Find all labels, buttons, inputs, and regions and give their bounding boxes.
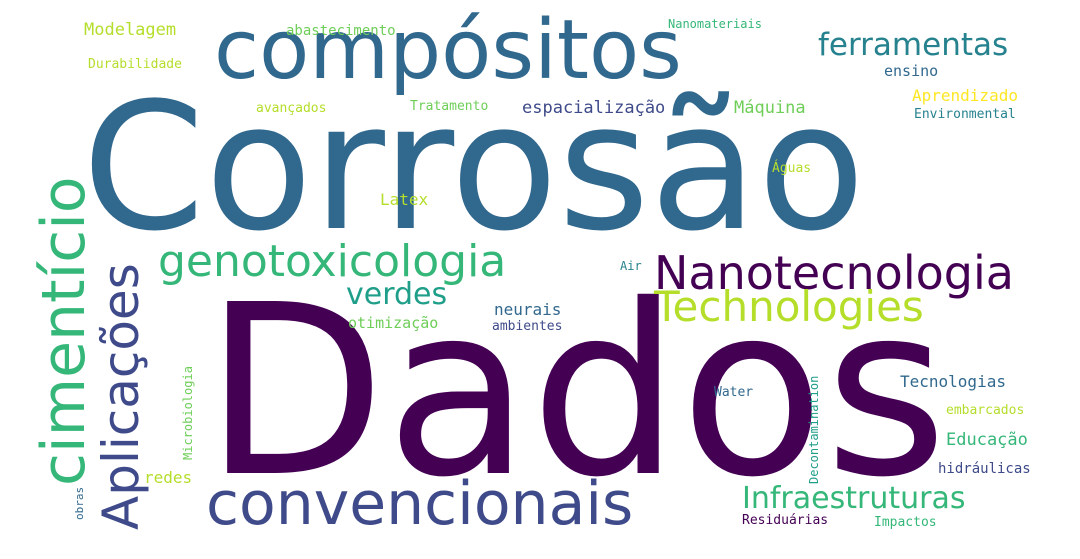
word-cimenticio: cimentício [29, 176, 99, 486]
word-dados: Dados [204, 254, 948, 529]
word-residuarias: Residuárias [742, 513, 829, 528]
word-latex: Latex [380, 190, 429, 209]
word-avancados: avançados [256, 101, 327, 116]
word-redes: redes [144, 468, 193, 487]
word-convencionais: convencionais [206, 469, 634, 539]
word-microbiologia: Microbiologia [181, 366, 195, 460]
word-educacao: Educação [946, 430, 1028, 450]
word-nanotecnologia: Nanotecnologia [654, 246, 1014, 300]
word-nanomateriais: Nanomateriais [668, 17, 762, 31]
word-genotoxicologia: genotoxicologia [158, 236, 507, 287]
word-tratamento: Tratamento [410, 99, 489, 114]
word-verdes: verdes [346, 277, 448, 312]
word-obras: obras [73, 486, 86, 520]
word-espacializacao: espacialização [522, 98, 666, 118]
word-impactos: Impactos [874, 515, 937, 530]
word-ferramentas: ferramentas [818, 27, 1009, 63]
word-aguas: Águas [772, 161, 812, 176]
word-aplicacoes: Aplicações [92, 263, 150, 530]
word-air: Air [620, 259, 642, 273]
word-tecnologias: Tecnologias [900, 372, 1006, 391]
word-modelagem: Modelagem [84, 20, 177, 40]
word-durabilidade: Durabilidade [88, 57, 182, 72]
word-otimizacao: otimização [348, 314, 439, 332]
word-maquina: Máquina [734, 98, 806, 118]
word-neurais: neurais [494, 300, 562, 319]
word-aprendizado: Aprendizado [912, 86, 1018, 105]
word-embarcados: embarcados [946, 403, 1025, 418]
word-ensino: ensino [884, 62, 939, 80]
word-compositos: compósitos [214, 3, 682, 98]
word-corrosao: Corrosão [82, 65, 866, 270]
word-environmental: Environmental [914, 107, 1016, 122]
word-technologies: Technologies [654, 282, 924, 331]
word-infraestruturas: Infraestruturas [742, 481, 966, 516]
word-ambientes: ambientes [492, 319, 563, 334]
word-hidraulicas: hidráulicas [938, 461, 1031, 477]
word-decontamination: Decontamination [807, 375, 821, 484]
word-water: Water [714, 385, 754, 400]
word-abastecimento: abastecimento [286, 23, 396, 39]
